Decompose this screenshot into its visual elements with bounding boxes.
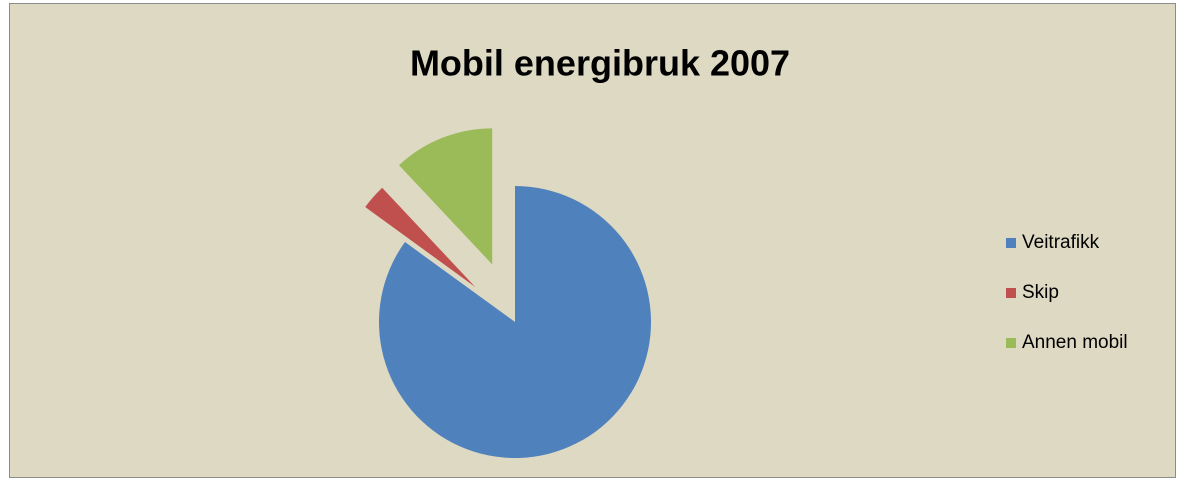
chart-title: Mobil energibruk 2007 [410, 43, 790, 84]
pie-slice [399, 128, 493, 265]
pie-slice [365, 187, 476, 287]
legend-label: Skip [1022, 282, 1059, 303]
legend-label: Annen mobil [1022, 332, 1128, 353]
legend-swatch [1006, 238, 1016, 248]
legend-swatch [1006, 338, 1016, 348]
legend-swatch [1006, 288, 1016, 298]
pie-slice [378, 186, 651, 458]
legend-label: Veitrafikk [1022, 232, 1100, 253]
